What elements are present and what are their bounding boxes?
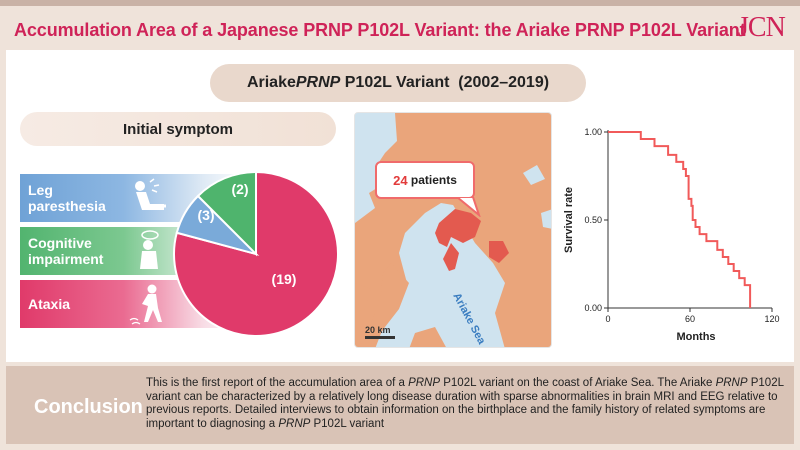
patient-count-suffix: patients: [407, 173, 457, 187]
scale-line: [365, 336, 395, 339]
patients-callout: 24 patients: [375, 161, 475, 199]
scale-label: 20 km: [365, 325, 391, 335]
conclusion-section: [6, 366, 794, 444]
x-tick-label: 0: [605, 314, 610, 324]
symptom-label: Ataxia: [28, 296, 71, 312]
x-tick-label: 60: [685, 314, 695, 324]
page-title: Accumulation Area of a Japanese PRNP P10…: [14, 20, 746, 40]
cognitive-impairment-figure-icon: [140, 230, 159, 269]
subtitle-gene: PRNP: [295, 74, 341, 91]
ataxia-figure-icon: [129, 284, 162, 325]
pie-label-cognitive-impairment: (3): [197, 207, 214, 223]
pie-label-ataxia: (19): [272, 271, 297, 287]
journal-logo: JCN: [738, 12, 786, 43]
subtitle-suffix: P102L Variant (2002–2019): [340, 74, 550, 91]
subtitle-prefix: Ariake: [246, 74, 296, 91]
map-graphic: [355, 113, 551, 347]
pie-label-leg-paresthesia: (2): [231, 181, 248, 197]
symptom-label: Leg paresthesia: [28, 182, 106, 214]
conclusion-text: This is the first report of the accumula…: [146, 377, 784, 430]
top-bar: [0, 0, 800, 6]
y-tick-label: 0.00: [584, 303, 602, 313]
patient-count: 24: [393, 172, 408, 188]
callout-pointer: [455, 197, 481, 217]
leg-paresthesia-figure-icon: [135, 178, 166, 210]
scale-bar: 20 km: [365, 325, 395, 339]
initial-symptom-heading: Initial symptom: [20, 112, 336, 146]
initial-symptom-pie-chart: (2) (3) (19): [173, 170, 339, 337]
x-tick-label: 120: [764, 314, 779, 324]
pie-slice: [196, 170, 257, 257]
y-tick-label: 0.50: [584, 215, 602, 225]
survival-curve-series: [608, 131, 752, 308]
conclusion-label: Conclusion: [34, 396, 143, 418]
x-axis-label: Months: [676, 331, 715, 343]
y-tick-label: 1.00: [584, 127, 602, 137]
study-subtitle: Ariake PRNP P102L Variant (2002–2019): [210, 64, 586, 102]
pie-slice: [173, 170, 339, 337]
survival-curve-chart: 0.00 0.50 1.00 0 60 120 Survival rate Months: [563, 127, 780, 343]
symptom-label: Cognitive impairment: [28, 235, 104, 267]
ariake-sea-map: 24 patients Ariake Sea 20 km: [354, 112, 552, 348]
y-axis-label: Survival rate: [563, 187, 575, 253]
